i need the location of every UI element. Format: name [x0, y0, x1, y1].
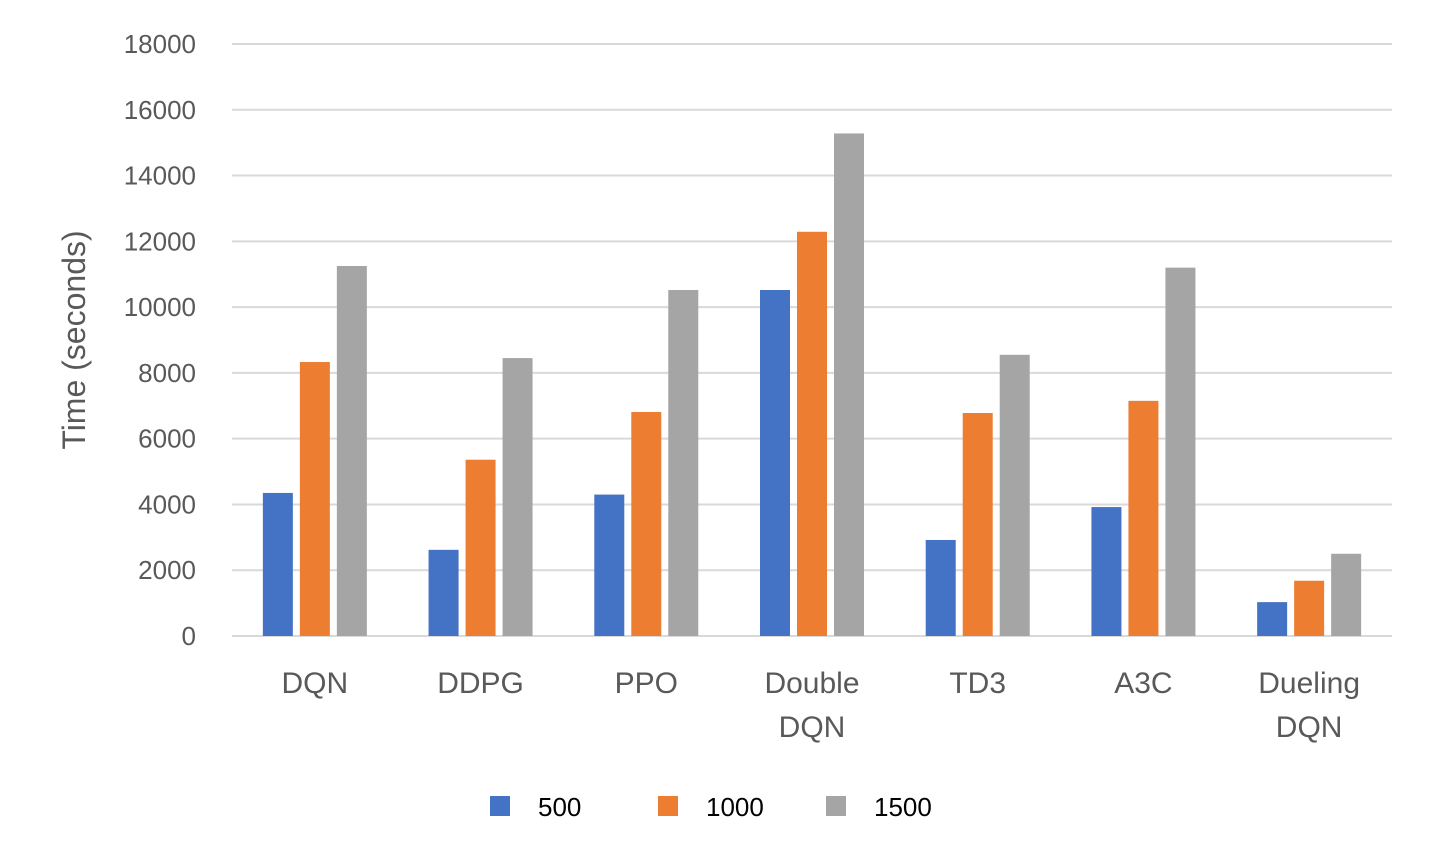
bar-1000-double-dqn [797, 231, 827, 636]
x-category-label: DQN [282, 667, 349, 700]
bar-500-dueling-dqn [1257, 602, 1288, 636]
bar-1500-dueling-dqn [1331, 553, 1362, 636]
y-axis-title: Time (seconds) [56, 230, 92, 449]
bar-1500-double-dqn [834, 133, 864, 637]
legend-swatch-1500 [826, 796, 846, 816]
bars [262, 133, 1362, 637]
bar-1500-ddpg [502, 358, 533, 636]
y-tick-label: 12000 [124, 226, 196, 256]
y-tick-label: 18000 [124, 29, 196, 59]
bar-1000-ppo [631, 412, 662, 636]
legend-label-1000: 1000 [706, 792, 764, 822]
bar-1000-ddpg [465, 459, 496, 636]
legend: 500 1000 1500 [490, 792, 932, 822]
legend-label-1500: 1500 [874, 792, 932, 822]
bar-1000-dqn [299, 362, 330, 636]
x-category-label: DQN [779, 711, 846, 744]
x-category-label: Double [764, 667, 859, 700]
bar-1500-ppo [668, 290, 699, 636]
x-category-label: DQN [1276, 711, 1343, 744]
bar-1500-dqn [336, 266, 367, 636]
bar-1000-td3 [962, 413, 993, 636]
x-category-label: TD3 [949, 667, 1006, 700]
bar-500-dqn [262, 492, 293, 636]
y-tick-label: 8000 [138, 358, 196, 388]
bar-500-ppo [594, 494, 625, 636]
bar-1000-a3c [1128, 400, 1159, 636]
y-tick-label: 0 [182, 621, 196, 651]
bar-500-double-dqn [760, 290, 790, 636]
y-tick-label: 6000 [138, 424, 196, 454]
x-axis-category-labels: DQN DDPG PPO Double DQN TD3 A3C Dueling DQN [282, 667, 1360, 744]
y-axis-tick-labels: 0 2000 4000 6000 8000 10000 12000 14000 16000 180… [124, 29, 196, 651]
y-tick-label: 10000 [124, 292, 196, 322]
y-tick-label: 4000 [138, 489, 196, 519]
y-tick-label: 16000 [124, 95, 196, 125]
bar-500-a3c [1091, 507, 1122, 636]
x-category-label: A3C [1114, 667, 1172, 700]
bar-1500-a3c [1165, 267, 1196, 636]
x-category-label: Dueling [1258, 667, 1360, 700]
legend-label-500: 500 [538, 792, 581, 822]
bar-1000-dueling-dqn [1294, 580, 1325, 636]
y-tick-label: 14000 [124, 161, 196, 191]
bar-500-ddpg [428, 549, 459, 636]
x-category-label: PPO [615, 667, 678, 700]
legend-swatch-500 [490, 796, 510, 816]
bar-500-td3 [925, 539, 956, 636]
y-tick-label: 2000 [138, 555, 196, 585]
bar-1500-td3 [999, 354, 1030, 636]
x-category-label: DDPG [437, 667, 524, 700]
legend-swatch-1000 [658, 796, 678, 816]
